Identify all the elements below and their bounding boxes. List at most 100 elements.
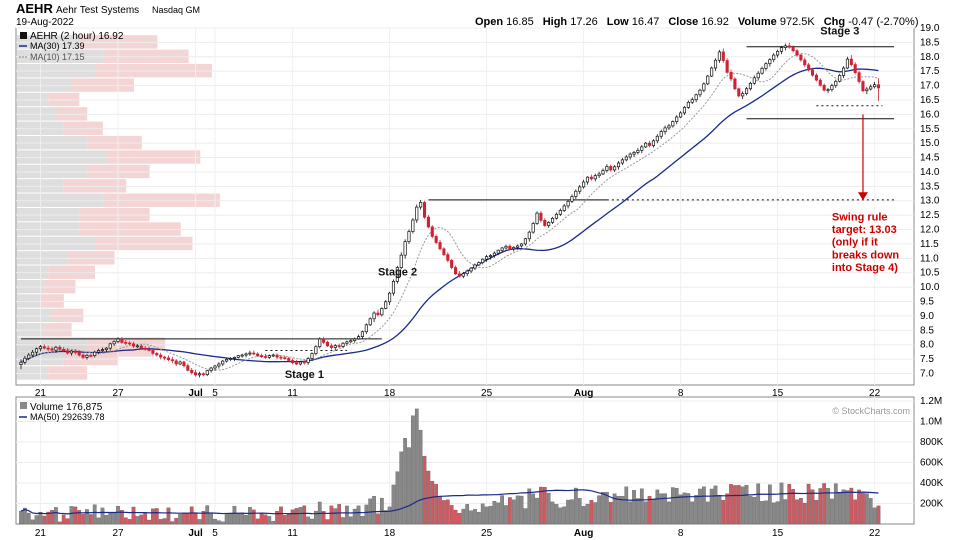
candle-body xyxy=(205,370,209,375)
candle-body xyxy=(333,345,337,348)
candle-body xyxy=(27,354,31,359)
candle xyxy=(318,337,322,349)
candle xyxy=(737,87,741,98)
volume-bar xyxy=(733,485,737,525)
volume-bar xyxy=(612,493,617,525)
volume-bar xyxy=(54,507,58,525)
candle xyxy=(34,347,39,356)
candle xyxy=(512,246,516,252)
ohlc-item: Close 16.92 xyxy=(668,16,729,28)
swing-rule-note: Swing rule xyxy=(832,211,888,223)
candle-body xyxy=(613,166,617,171)
candle-body xyxy=(838,75,842,82)
volume-bar xyxy=(442,500,446,525)
candle-body xyxy=(143,347,147,350)
volume-bar xyxy=(566,499,570,525)
volume-bar xyxy=(57,521,62,525)
candle-body xyxy=(131,343,136,347)
candle-body xyxy=(543,219,547,226)
candle-body xyxy=(372,312,376,320)
candle xyxy=(461,271,465,279)
volume-bar xyxy=(725,493,730,525)
candle xyxy=(77,350,81,357)
volume-bar xyxy=(647,496,652,525)
volume-bar xyxy=(639,488,644,525)
candle xyxy=(865,87,869,95)
candle xyxy=(570,194,574,204)
volume-bar xyxy=(38,511,43,525)
candle xyxy=(818,78,822,87)
candle-body xyxy=(729,71,733,80)
candle-body xyxy=(492,252,496,256)
candle-body xyxy=(46,347,50,350)
volume-bar xyxy=(659,493,664,525)
candle xyxy=(721,48,725,63)
candle-body xyxy=(632,152,636,155)
volume-bar xyxy=(702,486,706,525)
candle-body xyxy=(570,196,574,202)
volume-bar xyxy=(608,501,613,525)
volume-bar xyxy=(632,490,636,525)
volume-bar xyxy=(364,504,369,525)
volume-bar xyxy=(232,506,237,525)
candle-body xyxy=(345,341,349,344)
candle-body xyxy=(151,350,155,354)
volume-bar xyxy=(422,456,427,525)
candle-body xyxy=(488,255,493,257)
price-tick-label: 18.0 xyxy=(920,52,940,63)
candle xyxy=(667,123,671,130)
volume-bar xyxy=(488,505,493,525)
volume-bar xyxy=(23,507,27,525)
volume-bar xyxy=(100,507,105,525)
candle xyxy=(190,368,194,375)
candle xyxy=(186,363,190,372)
volume-bar xyxy=(298,507,303,525)
volume-tick-label: 1.2M xyxy=(920,396,942,407)
candle xyxy=(291,358,295,365)
volume-bar xyxy=(861,493,865,525)
price-tick-label: 13.0 xyxy=(920,196,940,207)
volume-bar xyxy=(558,507,563,525)
candle xyxy=(283,355,287,360)
candle-body xyxy=(23,357,27,363)
price-tick-label: 9.5 xyxy=(920,297,934,308)
candle xyxy=(776,49,780,58)
volume-bar xyxy=(189,506,194,525)
candle-body xyxy=(252,352,256,355)
volume-bar xyxy=(178,514,182,525)
candle-body xyxy=(636,150,640,153)
ohlc-label: Volume xyxy=(738,16,780,28)
candle-body xyxy=(155,352,159,356)
volume-bar xyxy=(42,515,47,525)
candle-body xyxy=(77,352,81,356)
candle-body xyxy=(50,348,54,351)
volume-bar xyxy=(624,486,629,525)
volume-bar xyxy=(123,517,128,525)
ohlc-item: Volume 972.5K xyxy=(738,16,816,28)
candle xyxy=(174,359,178,366)
candle xyxy=(620,157,624,166)
ticker-symbol: AEHR xyxy=(16,1,53,16)
volume-bar xyxy=(636,498,640,525)
candle-body xyxy=(446,254,450,261)
volume-bar xyxy=(306,516,310,525)
candle-body xyxy=(159,354,163,358)
candle-body xyxy=(174,360,178,365)
date-tick-label: 18 xyxy=(384,528,396,539)
volume-bar xyxy=(411,415,415,525)
candle-body xyxy=(411,219,415,232)
candle-body xyxy=(659,131,663,137)
volume-bar xyxy=(158,519,163,525)
candle-body xyxy=(426,216,430,228)
price-tick-label: 17.0 xyxy=(920,81,940,92)
candle xyxy=(209,366,213,373)
candle-body xyxy=(873,84,877,88)
volume-bar xyxy=(445,499,450,525)
candle xyxy=(256,352,260,358)
volume-bar xyxy=(248,507,252,525)
candle xyxy=(329,343,333,350)
candle-body xyxy=(527,231,531,240)
candle xyxy=(481,258,485,265)
volume-bar xyxy=(61,514,66,525)
date-tick-label: 21 xyxy=(35,388,47,399)
